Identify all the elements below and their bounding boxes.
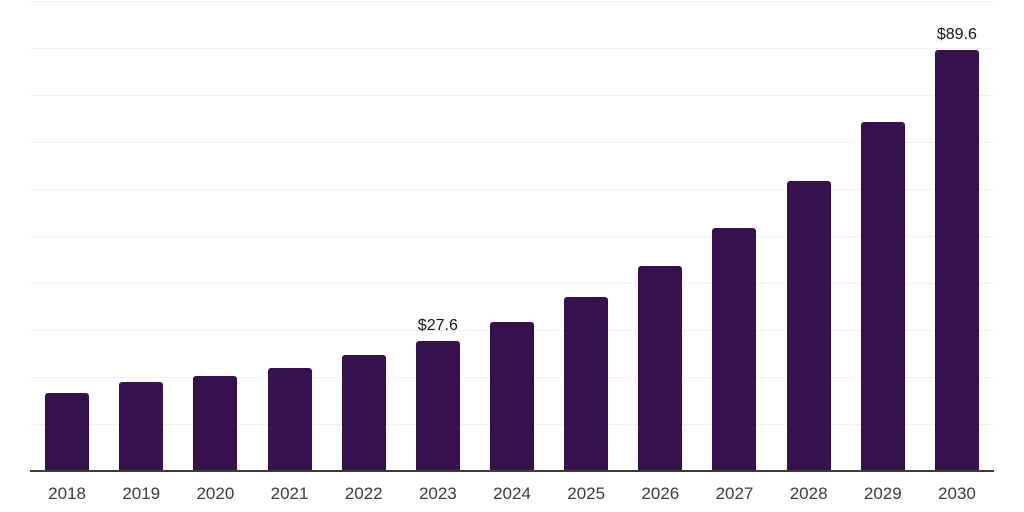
bar-2030[interactable] (934, 49, 979, 471)
x-axis-label-2026: 2026 (641, 484, 680, 503)
gridline (30, 142, 994, 143)
bar-group-2030: $89.6 (920, 1, 994, 471)
bar-2026[interactable] (638, 266, 683, 471)
bar-group-2026 (623, 1, 697, 471)
gridline (30, 95, 994, 96)
gridline (30, 236, 994, 237)
bar-group-2020 (178, 1, 252, 471)
x-axis-label-2019: 2019 (122, 484, 161, 503)
x-axis-label-2022: 2022 (344, 484, 383, 503)
x-axis-label-2018: 2018 (48, 484, 86, 503)
gridline (30, 189, 994, 190)
bar-group-2022 (327, 1, 401, 471)
bar-2023[interactable] (415, 341, 460, 471)
gridline (30, 283, 994, 284)
x-axis-labels: 2018 2019 2020 2021 2022 2023 2024 2025 2026 2027… (30, 484, 994, 504)
bar-group-2029 (846, 1, 920, 471)
bar-value-label-2030: $89.6 (936, 25, 977, 43)
bar-2029[interactable] (860, 121, 905, 471)
x-axis-label-2029: 2029 (863, 484, 902, 503)
bar-group-2019 (104, 1, 178, 471)
x-axis-label-2030: 2030 (938, 484, 976, 503)
x-axis-label-2020: 2020 (196, 484, 235, 503)
bar-2027[interactable] (712, 227, 757, 471)
bar-2021[interactable] (267, 367, 312, 471)
x-axis-label-2021: 2021 (270, 484, 309, 503)
bar-2025[interactable] (564, 297, 609, 471)
gridline (30, 48, 994, 49)
plot-area: $27.6 $89.6 (30, 1, 994, 471)
x-axis-label-2024: 2024 (493, 484, 531, 503)
bar-2022[interactable] (341, 355, 386, 471)
bar-group-2021 (252, 1, 326, 471)
bar-group-2027 (697, 1, 771, 471)
x-axis-label-2027: 2027 (715, 484, 754, 503)
x-axis-line (30, 470, 994, 472)
bar-value-label-2023: $27.6 (417, 316, 458, 334)
bar-2020[interactable] (193, 375, 238, 471)
bar-2018[interactable] (45, 392, 90, 471)
bar-group-2025 (549, 1, 623, 471)
bar-group-2028 (772, 1, 846, 471)
bar-group-2024 (475, 1, 549, 471)
bar-group-2018 (30, 1, 104, 471)
x-axis-label-2025: 2025 (567, 484, 606, 503)
gridline (30, 1, 994, 2)
x-axis-label-2028: 2028 (789, 484, 828, 503)
bar-2028[interactable] (786, 180, 831, 471)
bar-group-2023: $27.6 (401, 1, 475, 471)
bar-2019[interactable] (119, 382, 164, 471)
x-axis-label-2023: 2023 (418, 484, 457, 503)
bar-2024[interactable] (489, 321, 534, 471)
